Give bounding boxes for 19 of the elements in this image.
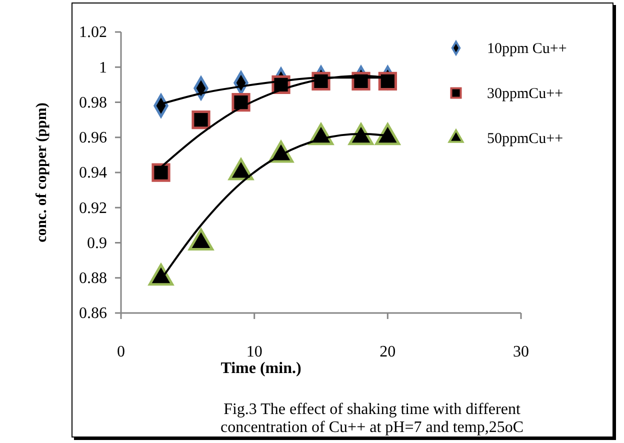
y-tick-label: 1.02 (79, 24, 107, 42)
x-axis-title: Time (min.) (220, 360, 302, 377)
legend-label: 50ppmCu++ (487, 131, 564, 147)
x-tick-label: 0 (117, 343, 125, 360)
x-tick-label: 20 (380, 343, 396, 360)
caption: Fig.3 The effect of shaking time with different concentration of Cu++ at pH=7 and temp,25oC (220, 401, 524, 436)
legend-label: 10ppm Cu++ (487, 41, 567, 57)
y-tick-label: 0.9 (87, 234, 107, 252)
y-axis-title: conc. of copper (ppm) (34, 102, 50, 242)
legend-label: 30ppmCu++ (487, 86, 564, 102)
y-tick-label: 1 (99, 59, 107, 76)
y-tick-label: 0.88 (79, 270, 107, 287)
y-tick-label: 0.86 (79, 305, 107, 322)
x-tick-label: 30 (513, 343, 529, 360)
y-tick-label: 0.92 (79, 200, 107, 217)
y-tick-label: 0.96 (79, 129, 107, 146)
y-tick-label: 0.94 (79, 164, 107, 182)
y-tick-label: 0.98 (79, 94, 107, 112)
x-tick-label: 10 (246, 343, 262, 360)
